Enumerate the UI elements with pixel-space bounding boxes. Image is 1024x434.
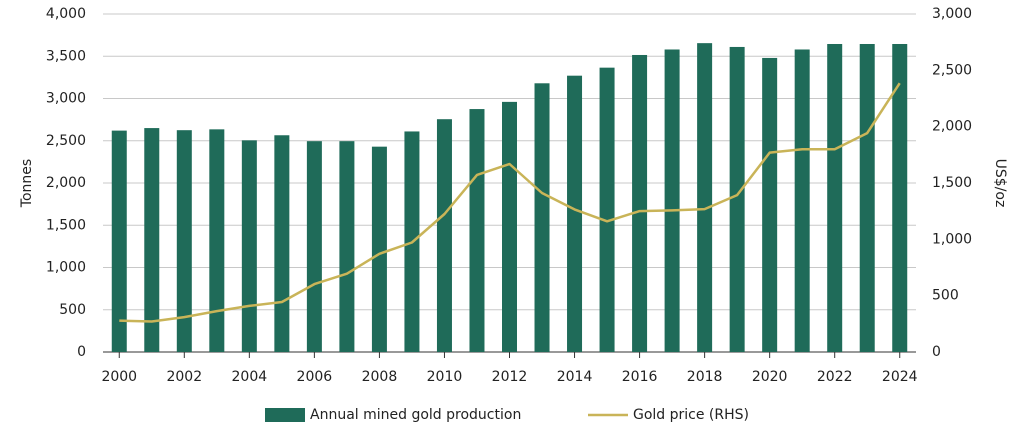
- y-tick-label: 1,500: [46, 217, 86, 233]
- price-line: [119, 82, 901, 323]
- x-tick-label: 2010: [427, 369, 463, 385]
- bar: [436, 119, 452, 352]
- y-tick-label: 1,000: [46, 260, 86, 276]
- bar: [729, 46, 745, 353]
- y2-tick-label: 3,000: [932, 6, 972, 22]
- y-tick-label: 3,000: [46, 91, 86, 107]
- bar: [371, 146, 387, 352]
- x-tick-label: 2008: [362, 369, 398, 385]
- bar: [209, 129, 225, 352]
- bar: [502, 101, 517, 352]
- bar: [697, 43, 713, 353]
- y-axis-label: Tonnes: [19, 159, 35, 208]
- y2-tick-label: 1,000: [932, 231, 972, 247]
- bar: [144, 128, 160, 352]
- y-tick-label: 4,000: [46, 6, 86, 22]
- x-tick-label: 2022: [817, 369, 853, 385]
- bar: [794, 49, 810, 353]
- bar: [534, 83, 550, 352]
- y-tick-label: 2,500: [46, 133, 86, 149]
- y2-axis-label: US$/oz: [992, 159, 1008, 208]
- x-tick-label: 2012: [492, 369, 528, 385]
- x-tick-label: 2024: [882, 369, 918, 385]
- y-tick-label: 3,500: [46, 48, 86, 64]
- bar: [827, 43, 843, 353]
- y2-tick-label: 2,500: [932, 62, 972, 78]
- y2-tick-label: 1,500: [932, 175, 972, 191]
- bar: [567, 75, 583, 352]
- x-tick-label: 2018: [687, 369, 723, 385]
- bar: [664, 49, 680, 353]
- bar: [599, 67, 615, 352]
- legend-label: Annual mined gold production: [310, 407, 521, 423]
- bar: [859, 43, 875, 353]
- bar: [339, 141, 355, 352]
- y-tick-label: 500: [59, 302, 86, 318]
- bar: [176, 130, 192, 352]
- y-tick-label: 2,000: [46, 175, 86, 191]
- x-tick-label: 2000: [101, 369, 137, 385]
- bar: [892, 43, 908, 353]
- x-tick-label: 2016: [622, 369, 658, 385]
- x-tick-label: 2002: [166, 369, 202, 385]
- y2-tick-label: 0: [932, 344, 941, 360]
- x-tick-label: 2006: [297, 369, 333, 385]
- bar: [241, 140, 257, 352]
- x-tick-label: 2014: [557, 369, 593, 385]
- y-tick-label: 0: [77, 344, 86, 360]
- bar: [111, 130, 127, 352]
- bar: [469, 109, 485, 352]
- y2-tick-label: 2,000: [932, 119, 972, 135]
- bar: [762, 57, 778, 352]
- legend-swatch: [265, 408, 305, 422]
- y2-tick-label: 500: [932, 288, 959, 304]
- bar: [306, 141, 322, 352]
- x-tick-label: 2004: [232, 369, 268, 385]
- x-tick-label: 2020: [752, 369, 788, 385]
- legend-label: Gold price (RHS): [633, 407, 749, 423]
- bar: [632, 54, 648, 353]
- bar: [274, 135, 290, 352]
